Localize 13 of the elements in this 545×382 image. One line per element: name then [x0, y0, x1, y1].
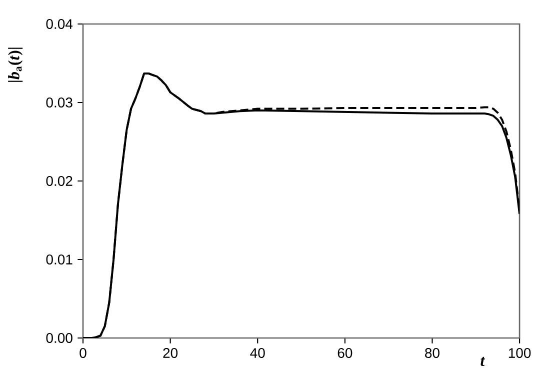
x-tick-label: 40 — [250, 348, 265, 358]
y-tick-label: 0.03 — [46, 98, 72, 108]
y-tick-label: 0.00 — [46, 333, 72, 343]
x-tick-label: 80 — [425, 348, 440, 358]
x-tick-label: 0 — [80, 348, 86, 358]
y-axis-title: |b$_{a}$(t)| — [8, 48, 23, 82]
x-tick-label: 20 — [163, 348, 178, 358]
x-tick-label: 100 — [508, 348, 531, 358]
y-tick-label: 0.02 — [46, 176, 72, 186]
x-tick-label: 60 — [338, 348, 352, 358]
y-tick-label: 0.04 — [46, 19, 73, 29]
y-tick-label: 0.01 — [46, 254, 72, 264]
x-axis-title: t — [480, 356, 486, 366]
